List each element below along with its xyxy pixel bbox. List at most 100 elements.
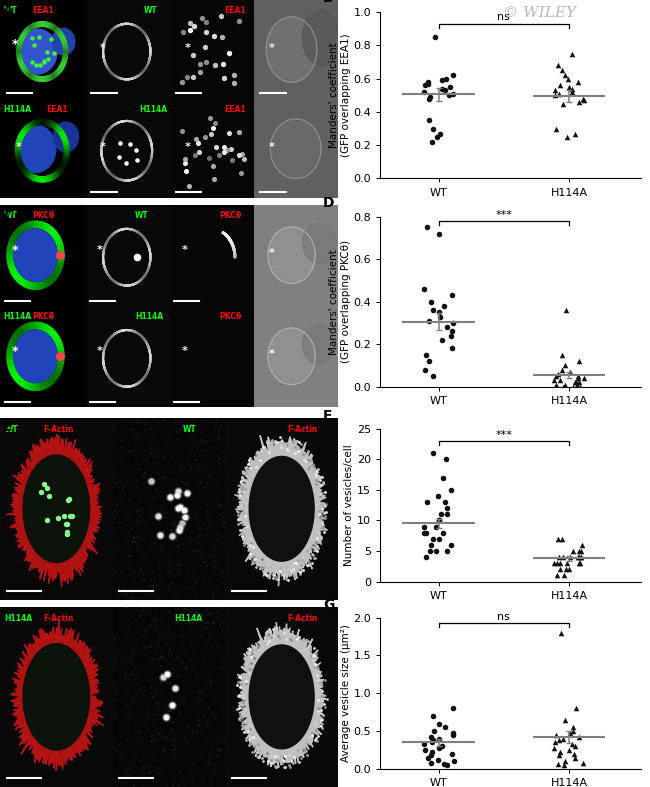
Point bbox=[166, 501, 177, 514]
Point bbox=[301, 745, 311, 758]
Polygon shape bbox=[51, 122, 53, 127]
Point bbox=[172, 666, 182, 678]
Polygon shape bbox=[50, 121, 52, 127]
Point bbox=[244, 648, 255, 660]
Polygon shape bbox=[302, 10, 340, 65]
Polygon shape bbox=[45, 176, 46, 182]
Point bbox=[208, 159, 218, 172]
Polygon shape bbox=[58, 259, 64, 260]
Polygon shape bbox=[24, 31, 27, 34]
Point bbox=[162, 778, 173, 787]
Point bbox=[218, 623, 228, 635]
Point bbox=[254, 636, 264, 648]
Point bbox=[135, 426, 145, 438]
Point bbox=[111, 566, 121, 578]
Polygon shape bbox=[55, 172, 58, 176]
Text: *: * bbox=[100, 142, 106, 152]
Point bbox=[160, 623, 170, 635]
Polygon shape bbox=[56, 369, 61, 372]
Polygon shape bbox=[56, 126, 59, 131]
Point bbox=[153, 699, 163, 711]
Point bbox=[235, 488, 245, 501]
Point bbox=[235, 681, 245, 693]
Point bbox=[180, 157, 190, 169]
Point bbox=[194, 486, 205, 498]
Point bbox=[241, 705, 252, 718]
Polygon shape bbox=[14, 273, 18, 277]
Point bbox=[140, 419, 150, 431]
Point bbox=[180, 511, 190, 523]
Point bbox=[192, 726, 202, 739]
Polygon shape bbox=[21, 327, 25, 332]
Polygon shape bbox=[45, 325, 47, 331]
Y-axis label: Manders' coefficient
(GFP overlapping EEA1): Manders' coefficient (GFP overlapping EE… bbox=[329, 33, 350, 157]
Point bbox=[137, 423, 148, 435]
Point bbox=[162, 667, 172, 680]
Polygon shape bbox=[57, 368, 61, 371]
Polygon shape bbox=[20, 38, 23, 40]
Point bbox=[143, 706, 153, 719]
Point bbox=[116, 737, 126, 749]
Polygon shape bbox=[39, 283, 41, 289]
Point bbox=[192, 613, 203, 626]
Polygon shape bbox=[21, 225, 25, 231]
Polygon shape bbox=[34, 323, 35, 328]
Point bbox=[247, 646, 257, 659]
Circle shape bbox=[105, 333, 148, 384]
Polygon shape bbox=[48, 327, 51, 333]
Polygon shape bbox=[56, 268, 60, 272]
Point bbox=[209, 540, 219, 552]
Point bbox=[265, 631, 276, 644]
Polygon shape bbox=[17, 141, 21, 143]
Point bbox=[142, 454, 152, 467]
Point bbox=[164, 429, 174, 442]
Polygon shape bbox=[60, 65, 63, 68]
Point bbox=[199, 444, 209, 456]
Polygon shape bbox=[55, 237, 60, 241]
Point bbox=[172, 559, 182, 571]
Point bbox=[139, 561, 150, 574]
Point bbox=[194, 478, 205, 491]
Point bbox=[195, 767, 205, 779]
Point bbox=[239, 699, 250, 711]
Polygon shape bbox=[23, 169, 27, 173]
Polygon shape bbox=[19, 379, 22, 384]
Point bbox=[432, 131, 442, 143]
Polygon shape bbox=[23, 32, 26, 35]
Point bbox=[578, 92, 588, 105]
Point bbox=[440, 721, 450, 733]
Point bbox=[313, 462, 323, 475]
Polygon shape bbox=[38, 76, 40, 81]
Polygon shape bbox=[58, 259, 64, 260]
Polygon shape bbox=[16, 145, 20, 146]
Polygon shape bbox=[57, 241, 61, 244]
Point bbox=[159, 451, 170, 464]
Point bbox=[215, 776, 226, 787]
Point bbox=[557, 533, 567, 545]
Point bbox=[143, 629, 153, 641]
Point bbox=[173, 742, 183, 755]
Point bbox=[39, 56, 49, 68]
Polygon shape bbox=[57, 30, 60, 34]
Polygon shape bbox=[53, 333, 57, 338]
Polygon shape bbox=[24, 30, 27, 34]
Point bbox=[275, 430, 285, 443]
Polygon shape bbox=[14, 233, 18, 238]
Text: *: * bbox=[269, 248, 275, 258]
Polygon shape bbox=[44, 224, 46, 230]
Point bbox=[161, 709, 171, 722]
Polygon shape bbox=[58, 245, 62, 247]
Point bbox=[311, 532, 322, 545]
Point bbox=[315, 511, 325, 523]
Polygon shape bbox=[28, 383, 30, 390]
Point bbox=[420, 79, 430, 91]
Point bbox=[134, 754, 144, 767]
Polygon shape bbox=[64, 143, 68, 146]
Polygon shape bbox=[18, 228, 21, 234]
Point bbox=[569, 127, 580, 140]
Polygon shape bbox=[47, 76, 49, 80]
Point bbox=[281, 442, 292, 455]
Point bbox=[245, 737, 255, 749]
Point bbox=[294, 565, 305, 578]
Polygon shape bbox=[13, 235, 17, 238]
